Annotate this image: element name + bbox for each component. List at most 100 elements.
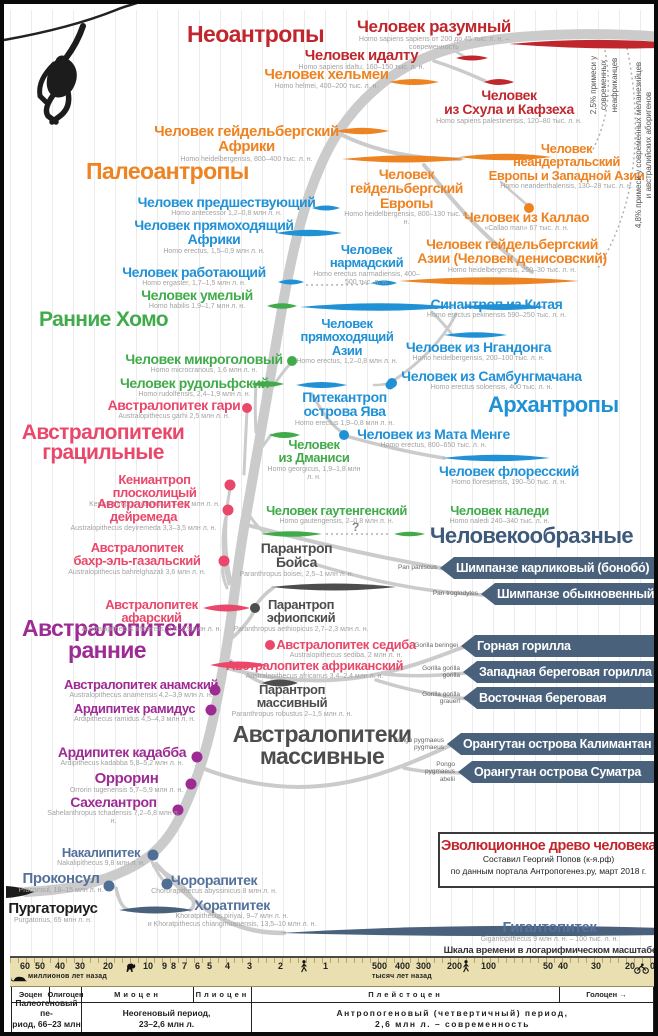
ma-axis-label: миллионов лет назад — [28, 973, 107, 980]
epoch-miocene: Миоцен — [82, 987, 194, 1002]
species-latin: Homo erectus narmadiensis, 400–500 тыс. … — [313, 270, 420, 286]
poster-author: Составил Георгий Попов (к-я.рф) — [482, 854, 615, 864]
species-habilis: Человек умелый Homo habilis 1,9–1,7 млн л… — [122, 288, 272, 311]
timeline-band: 60 50 40 30 20 10 9 8 7 6 5 4 3 2 1 500 … — [10, 956, 654, 988]
tick-ma: 5 — [207, 961, 213, 971]
ape-latin: Gorilla gorilla gorilla — [422, 664, 460, 679]
species-latin: Homo sapiens sapiens от 200 до 45 тыс. л… — [358, 36, 510, 52]
species-gautengensis: Человек гаутенгенский Homo gautengensis, … — [244, 504, 429, 526]
species-heid-africa: Человек гейдельбергский Африки Homo heide… — [154, 124, 339, 164]
tick-ka: 40 — [558, 961, 569, 971]
species-name: Синантроп из Китая — [430, 296, 563, 312]
poster-source: по данным портала Антропогенез.ру, март … — [450, 865, 647, 876]
ape-row-eastern-gorilla: Gorilla gorilla graueri Восточная берегов… — [414, 687, 654, 709]
background-gridlines — [10, 10, 654, 956]
epoch-pleistocene: Плейстоцен — [252, 987, 560, 1002]
log-scale-note: Шкала времени в логарифмическом масштабе — [443, 945, 657, 956]
rodent-icon — [10, 970, 29, 988]
species-latin: Australopithecus africanus 3,4–2,4 млн л… — [245, 673, 384, 681]
species-name: Человек из Мата Менге — [357, 426, 510, 442]
species-name: Австралопитек седиба — [276, 637, 416, 652]
species-latin: Homo erectus pekinensis 590–250 тыс. л. … — [426, 312, 567, 320]
species-latin: Australopithecus sediba, 2 млн л. н. — [289, 652, 403, 660]
ape-latin: Pan paniscus — [397, 564, 437, 572]
admixture-note-small: 2,5% примеси у современных неафриканцев — [589, 55, 619, 115]
admixture-note-large: 4,8% примеси у современных меланезийцев … — [634, 61, 654, 229]
species-name: Австралопитек африканский — [225, 658, 404, 673]
species-deyiremeda: Австралопитек дейремеда Australopithecus … — [66, 497, 221, 533]
species-latin: Proconsul, 18–15 млн л. н. — [18, 887, 104, 895]
species-latin: Homo heidelbergensis, 200–100 тыс. л. н. — [412, 355, 545, 363]
tick-ma: 30 — [75, 961, 86, 971]
species-latin: Homo neanderthalensis, 130–28 тыс. л. н. — [500, 182, 633, 190]
species-name: Человек гаутенгенский — [266, 503, 407, 518]
species-name: Человек нармадский — [329, 242, 404, 271]
species-anamensis: Австралопитек анамский Australopithecus a… — [56, 678, 226, 700]
species-latin: «Callao man» 67 тыс. л. н. — [484, 225, 569, 233]
species-latin: Homo gautengensis, 2–0,8 млн л. н. — [279, 518, 394, 526]
tree-graphic — [4, 4, 654, 937]
species-name: Человек идалту — [304, 47, 419, 64]
ape-row-chimpanzee: Pan troglodytes Шимпанзе обыкновенный — [432, 583, 655, 605]
species-sambungmacan: Человек из Самбунгмачана Homo erectus sol… — [389, 369, 594, 392]
species-rudolfensis: Человек рудольфский Homo rudolfensis, 2,4… — [112, 376, 277, 399]
tick-ma: 9 — [162, 961, 168, 971]
species-nakalipithecus: Накалипитек Nakalipithecus 9,8 млн л. н. — [46, 846, 156, 868]
species-afarensis: Австралопитек афарский Australopithecus a… — [79, 598, 224, 634]
species-latin: Paranthropus robustus 2–1,5 млн л. н. — [231, 710, 353, 718]
species-name: Человек из Самбунгмачана — [401, 368, 582, 384]
dark-markers — [250, 583, 396, 687]
species-java: Питекантроп острова Ява Homo erectus 1,9–… — [287, 390, 402, 428]
ape-row-bonobo: Pan paniscus Шимпанзе карликовый (бонобо́… — [389, 557, 654, 579]
ape-bar: Горная горилла — [461, 635, 654, 657]
species-latin: Australopithecus deyiremeda 3,3–3,5 млн … — [70, 524, 217, 532]
species-name: Человек умелый — [141, 287, 253, 303]
epoch-pliocene: Плиоцен — [194, 987, 252, 1002]
species-latin: Khoratpithecus piriyai, 9–7 млн л. н. и … — [147, 913, 317, 929]
species-garhi: Австралопитек гари Australopithecus garhi… — [99, 398, 249, 421]
green-markers — [251, 303, 425, 537]
species-latin: Homo naledi 240–340 тыс. л. н. — [449, 518, 550, 526]
species-latin: Kenyanthropus platyops 3,5–3,2 млн л. н. — [89, 500, 220, 508]
species-latin: Chororapithecus abyssinicus 8 млн л. н. — [151, 888, 277, 896]
ape-latin: Gorilla gorilla graueri — [422, 690, 460, 705]
species-sediba: Австралопитек седиба Australopithecus sed… — [266, 638, 426, 660]
species-latin: Homo georgicus, 1,9–1,8 млн л. н. — [267, 465, 361, 481]
species-bahrelghazali: Австралопитек бахр-эль-газальский Austral… — [52, 541, 222, 577]
ape-name: Западная береговая горилла — [479, 665, 652, 679]
group-heading-archanthropes: Архантропы — [488, 392, 619, 417]
ape-latin: Gorilla beringei — [414, 642, 458, 650]
species-mata-menge: Человек из Мата Менге Homo erectus, 800–6… — [346, 427, 521, 450]
species-latin: Homo habilis 1,9–1,7 млн л. н. — [148, 303, 246, 311]
period-paleogene: Палеогеновый пе- риод, 66–23 млн л. — [11, 997, 82, 1036]
species-erectus-asia: Человек прямоходящий Азии Homo erectus, 1… — [292, 317, 402, 366]
ape-name: Горная горилла — [477, 639, 571, 653]
species-latin: Homo heidelbergensis, 800–130 тыс. л. н. — [344, 210, 469, 226]
tick-ka: 100 — [481, 961, 497, 971]
tick-ma: 1 — [323, 961, 329, 971]
tick-ka: 50 — [543, 961, 554, 971]
cyclist-icon — [634, 961, 649, 979]
species-name: Австралопитек афарский — [105, 597, 198, 626]
ape-latin: Pongo pygmaeus pygmaeus — [393, 736, 444, 751]
group-heading-gracile-australopithecines: Австралопитеки грацильные — [21, 421, 185, 464]
ape-name: Шимпанзе обыкновенный — [497, 587, 655, 601]
species-name: Человек из Нгандонга — [405, 339, 552, 355]
species-name: Парантроп эфиопский — [266, 597, 336, 626]
species-sapiens: Человек разумный Homo sapiens sapiens от … — [334, 18, 534, 52]
walking-person-icon — [300, 960, 308, 978]
tick-ma: 40 — [55, 961, 66, 971]
species-idaltu: Человек идалту Homo sapiens idaltu, 160–1… — [274, 48, 449, 72]
species-name: Человек предшествующий — [137, 194, 316, 210]
species-name: Парантроп массивный — [256, 682, 328, 711]
steel-markers — [103, 849, 173, 892]
species-latin: Paranthropus aethiopicus 2,7–2,3 млн л. … — [233, 625, 369, 633]
holocene-arrow-icon: → — [619, 990, 627, 999]
ape-icon — [124, 960, 137, 978]
tick-ma: 10 — [143, 961, 154, 971]
species-latin: Ardipithecus ramidus 4,5–4,3 млн л. н. — [73, 716, 196, 724]
epoch-oligocene: Олигоцен — [47, 987, 84, 1002]
species-erectus-africa: Человек прямоходящий Африки Homo erectus,… — [114, 218, 314, 256]
tick-ma: 2 — [278, 961, 284, 971]
species-narmada: Человек нармадский Homo erectus narmadien… — [309, 243, 424, 287]
